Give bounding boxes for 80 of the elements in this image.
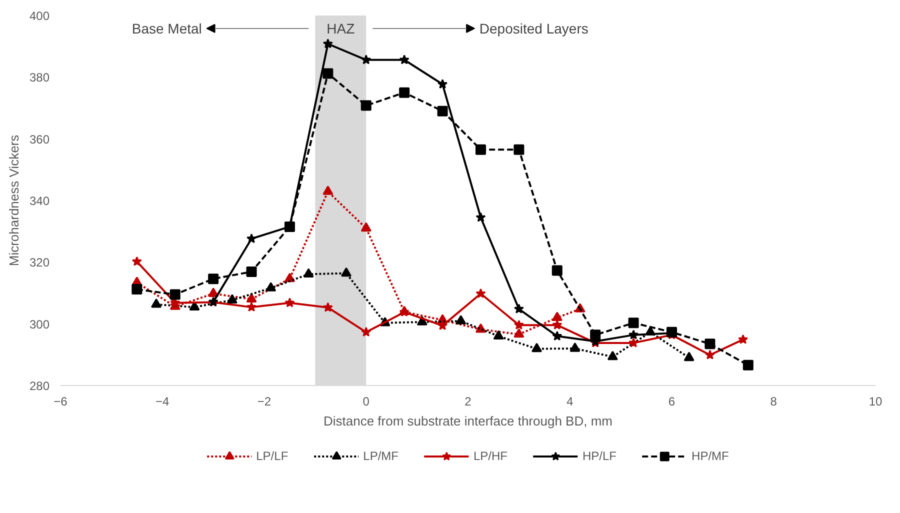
x-tick-label: 6	[668, 394, 676, 408]
point	[552, 312, 562, 322]
point	[475, 144, 486, 155]
annotation: Deposited Layers	[479, 20, 588, 36]
y-tick-label: 280	[29, 379, 50, 393]
point	[246, 233, 257, 244]
point	[476, 288, 486, 298]
point	[684, 352, 694, 362]
point	[361, 54, 372, 64]
point	[226, 294, 238, 304]
x-axis-title: Distance from substrate interface through BD, mm	[324, 414, 613, 428]
point	[246, 266, 257, 277]
point	[438, 320, 448, 330]
annotation: Base Metal	[132, 20, 202, 36]
point	[628, 330, 639, 340]
x-tick-label: −6	[54, 394, 68, 408]
y-axis-title: Microhardness Vickers	[6, 134, 22, 266]
point	[590, 330, 601, 340]
x-tick-label: 8	[770, 394, 778, 408]
point	[552, 320, 562, 330]
point	[208, 274, 219, 284]
legend-label: LP/LF	[256, 449, 288, 463]
legend-label: HP/LF	[582, 449, 617, 463]
point	[476, 212, 486, 222]
y-tick-label: 380	[29, 70, 50, 85]
point	[132, 284, 142, 295]
point	[322, 38, 333, 48]
point	[514, 320, 524, 330]
point	[552, 265, 562, 276]
point	[246, 302, 257, 312]
point	[189, 301, 200, 311]
point	[266, 282, 276, 292]
point	[132, 256, 142, 266]
point	[341, 267, 352, 277]
y-tick-label: 400	[29, 9, 50, 23]
point	[552, 330, 562, 341]
x-tick-label: −2	[257, 394, 272, 408]
y-tick-label: 300	[29, 317, 50, 332]
point	[360, 100, 372, 111]
point	[742, 360, 754, 370]
point	[532, 342, 542, 352]
point	[303, 268, 314, 278]
legend-label: LP/MF	[363, 449, 398, 463]
point	[514, 328, 524, 338]
point	[514, 144, 524, 155]
point	[704, 350, 715, 360]
point	[399, 54, 410, 64]
point	[437, 106, 448, 116]
y-tick-label: 320	[29, 256, 50, 270]
point	[360, 222, 372, 232]
point	[570, 342, 580, 352]
legend-label: LP/HF	[473, 449, 508, 463]
point	[151, 298, 162, 308]
y-tick-label: 360	[29, 132, 50, 146]
band-label: HAZ	[326, 20, 356, 36]
x-tick-label: −4	[156, 394, 170, 408]
point	[246, 293, 257, 303]
x-tick-label: 2	[464, 394, 472, 408]
x-tick-label: 4	[566, 394, 574, 408]
point	[208, 288, 219, 297]
point	[322, 302, 333, 312]
point	[607, 350, 618, 360]
point	[628, 338, 639, 348]
point	[361, 326, 372, 337]
point	[738, 334, 748, 344]
point	[322, 186, 334, 195]
point	[514, 304, 524, 314]
point	[170, 289, 180, 300]
point	[399, 87, 410, 98]
y-tick-label: 340	[29, 194, 50, 208]
point	[322, 68, 334, 79]
point	[628, 318, 639, 328]
point	[284, 298, 295, 308]
point	[493, 330, 504, 340]
x-tick-label: 0	[362, 394, 370, 408]
point	[438, 79, 448, 89]
point	[456, 315, 466, 324]
point	[704, 338, 716, 350]
x-tick-label: 10	[868, 394, 882, 408]
legend-label: HP/MF	[692, 449, 729, 463]
